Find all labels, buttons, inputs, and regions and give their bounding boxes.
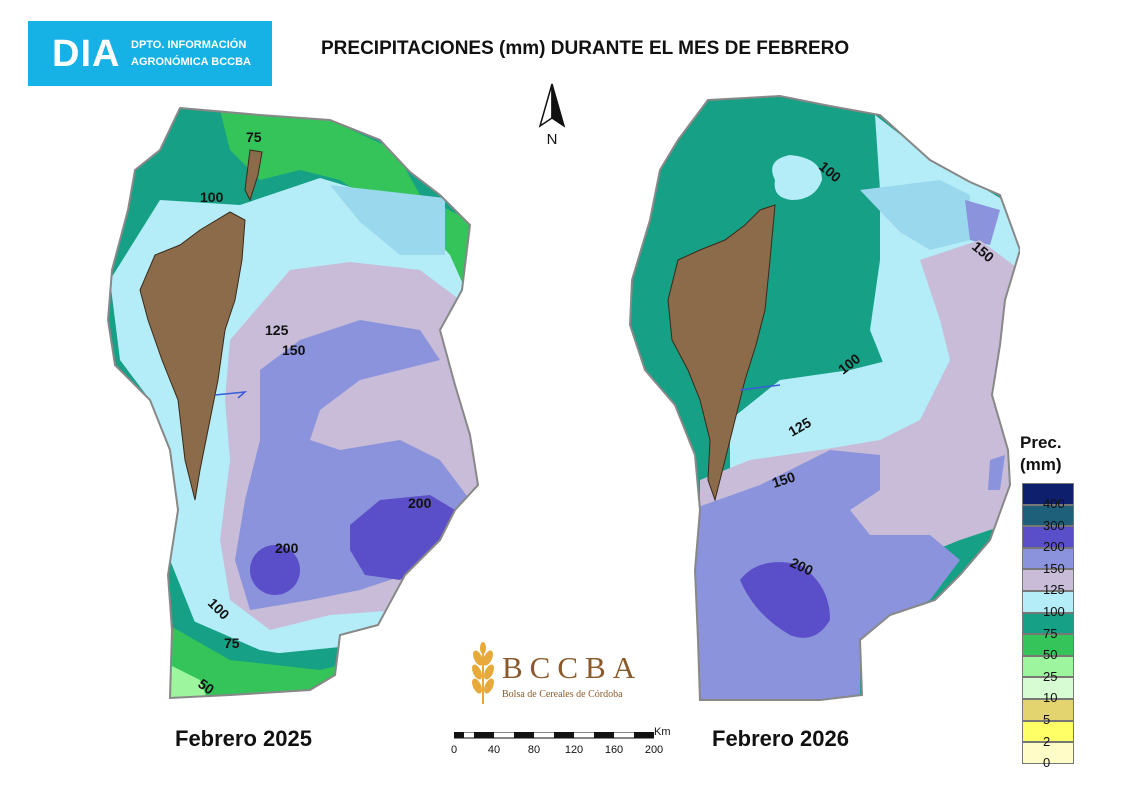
- legend-label: 125: [1043, 582, 1065, 598]
- legend: Prec. (mm) 400 300 200 150 125 100 75 50 25 10 5 2 0: [1020, 432, 1110, 770]
- north-label: N: [547, 131, 558, 148]
- logo-line-1: DPTO. INFORMACIÓN: [131, 39, 247, 51]
- contour-label: 200: [275, 540, 299, 556]
- legend-swatch: [1022, 504, 1074, 527]
- legend-swatch: [1022, 655, 1074, 678]
- legend-label: 75: [1043, 625, 1058, 641]
- wheat-icon: [472, 642, 494, 704]
- contour-label: 150: [770, 468, 797, 491]
- scale-tick: 120: [564, 744, 584, 756]
- legend-swatch: [1022, 677, 1074, 699]
- scale-tick: 0: [450, 744, 458, 756]
- legend-swatches: 400 300 200 150 125 100 75 50 25 10 5 2 0: [1022, 483, 1074, 770]
- legend-swatch: [1022, 483, 1074, 505]
- contour-label: 100: [200, 189, 224, 205]
- legend-label: 200: [1043, 539, 1065, 555]
- scale-tick: 40: [487, 744, 501, 756]
- north-arrow-icon: N: [532, 82, 572, 152]
- legend-swatch: [1022, 742, 1074, 764]
- legend-label: 0: [1043, 755, 1051, 771]
- scale-unit: Km: [654, 726, 671, 738]
- legend-swatch: [1022, 590, 1074, 613]
- legend-swatch: [1022, 612, 1074, 635]
- legend-label: 2: [1043, 733, 1051, 749]
- legend-title-line-1: Prec.: [1020, 433, 1062, 452]
- legend-label: 25: [1043, 668, 1058, 684]
- contour-label: 75: [224, 635, 240, 651]
- legend-swatch: [1022, 634, 1074, 656]
- dia-logo: DIA DPTO. INFORMACIÓN AGRONÓMICA BCCBA: [28, 21, 272, 86]
- legend-label: 400: [1043, 496, 1065, 511]
- scale-tick: 160: [604, 744, 624, 756]
- logo-big-text: DIA: [52, 33, 121, 75]
- map-2025-label: Febrero 2025: [175, 726, 312, 751]
- legend-swatch: [1022, 569, 1074, 591]
- scale-tick: 80: [527, 744, 541, 756]
- legend-label: 100: [1043, 604, 1065, 619]
- brand-name: BCCBA: [502, 650, 643, 685]
- legend-label: 150: [1043, 560, 1065, 576]
- legend-swatch: [1022, 698, 1074, 721]
- legend-label: 10: [1043, 690, 1058, 706]
- page-title: PRECIPITACIONES (mm) DURANTE EL MES DE F…: [321, 38, 850, 59]
- contour-label: 200: [408, 495, 432, 511]
- map-2025: 75 100 125 150 200 200 100 75 50: [106, 106, 480, 700]
- legend-label: 300: [1043, 517, 1065, 533]
- map-2026-label: Febrero 2026: [712, 726, 849, 751]
- legend-swatch: [1022, 547, 1074, 570]
- logo-line-2: AGRONÓMICA BCCBA: [131, 56, 251, 68]
- legend-label: 50: [1043, 647, 1058, 663]
- scale-bar-graphic: [454, 732, 654, 739]
- contour-label: 75: [246, 129, 262, 145]
- map-2026: 100 150 100 125 150 200: [628, 94, 1020, 701]
- bccba-logo: BCCBA Bolsa de Cereales de Córdoba: [466, 640, 656, 710]
- legend-swatch: [1022, 526, 1074, 548]
- scale-bar: Km 0 40 80 120 160 200: [448, 724, 688, 764]
- contour-label: 150: [282, 342, 306, 358]
- scale-tick: 200: [644, 744, 664, 756]
- brand-subtitle: Bolsa de Cereales de Córdoba: [502, 689, 623, 700]
- legend-swatch: [1022, 720, 1074, 743]
- contour-label: 125: [265, 322, 289, 338]
- legend-title-line-2: (mm): [1020, 455, 1062, 474]
- legend-label: 5: [1043, 712, 1051, 727]
